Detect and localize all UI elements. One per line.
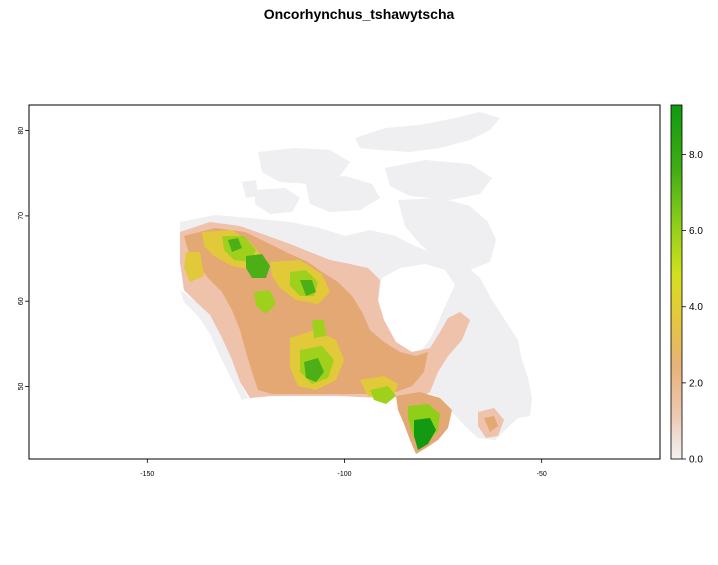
- high-zone-green: [228, 238, 324, 382]
- medium-zone: [184, 228, 428, 394]
- hudson-bay: [378, 264, 455, 352]
- arctic-islands: [242, 112, 500, 270]
- legend-ticks: 0.0 2.0 4.0 6.0 8.0: [682, 150, 703, 466]
- x-tick-label: -50: [537, 471, 547, 478]
- legend-tick-label: 4.0: [689, 302, 703, 313]
- x-tick-label: -100: [337, 471, 351, 478]
- lake-shore-patch: [370, 386, 396, 404]
- legend-colorbar: [670, 104, 683, 460]
- y-tick-label: 60: [18, 297, 25, 305]
- x-tick-label: -150: [140, 471, 154, 478]
- y-axis: 50 60 70 80: [18, 127, 29, 390]
- legend-tick-label: 0.0: [689, 455, 703, 466]
- maritimes-core: [484, 416, 498, 432]
- map-title: Oncorhynchus_tshawytscha: [263, 6, 455, 22]
- y-tick-label: 50: [18, 382, 25, 390]
- legend-tick-label: 6.0: [689, 226, 703, 237]
- ontario-peninsula-hot: [414, 418, 436, 450]
- y-tick-label: 70: [18, 212, 25, 220]
- raster-layer: [180, 112, 532, 454]
- y-tick-label: 80: [18, 127, 25, 135]
- x-axis: -150 -100 -50: [140, 459, 547, 478]
- legend-tick-label: 2.0: [689, 378, 703, 389]
- legend-tick-label: 8.0: [689, 150, 703, 161]
- pacific-coast-strip: [180, 290, 248, 400]
